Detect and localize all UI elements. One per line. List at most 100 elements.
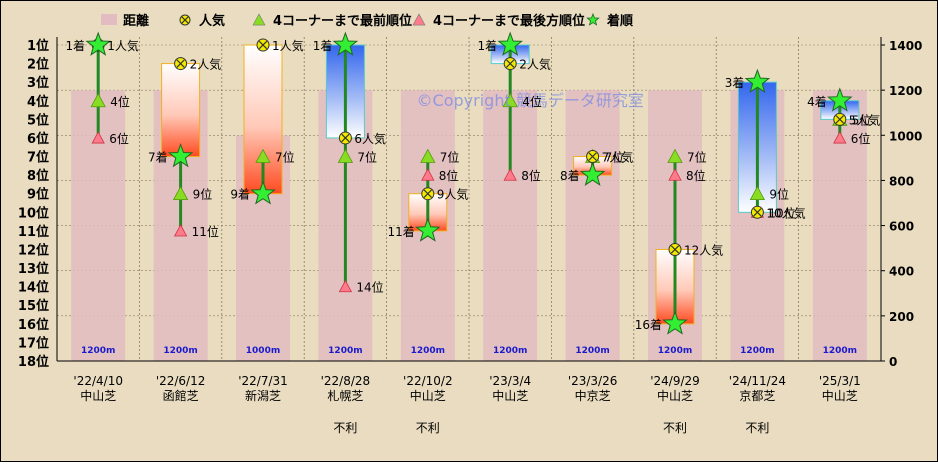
rear-label: 8位 [521, 168, 541, 183]
left-tick-label: 6位 [27, 131, 49, 147]
front-marker [172, 185, 189, 201]
left-tick-label: 5位 [27, 112, 49, 128]
finish-label: 3着 [725, 75, 745, 90]
left-tick-label: 16位 [18, 317, 49, 333]
popularity-label: 2人気 [519, 57, 551, 72]
rear-marker [668, 168, 682, 181]
front-label: 4位 [110, 94, 130, 109]
right-tick-label: 1200 [889, 84, 922, 98]
front-marker [337, 148, 354, 163]
popularity-marker [174, 57, 188, 71]
front-label: 7位 [687, 150, 707, 165]
finish-label: 4着 [807, 94, 827, 109]
popularity-marker [256, 38, 270, 52]
rear-label: 8位 [439, 168, 459, 183]
finish-label: 9着 [230, 187, 250, 202]
finish-marker [167, 143, 194, 168]
right-tick-label: 600 [889, 220, 914, 234]
x-course-label: 中京芝 [575, 388, 611, 403]
left-tick-label: 10位 [18, 205, 49, 221]
rear-label: 11位 [192, 224, 219, 239]
left-tick-label: 15位 [18, 298, 49, 314]
right-tick-label: 1000 [889, 129, 922, 143]
legend-label-finish: 着順 [606, 13, 634, 29]
front-marker [90, 92, 106, 108]
rear-label: 8位 [686, 168, 706, 183]
x-date-label: '24/9/29 [650, 374, 700, 388]
popularity-marker [503, 57, 517, 71]
popularity-marker [338, 131, 352, 145]
finish-marker [579, 161, 606, 186]
legend-label-distance: 距離 [123, 13, 149, 29]
finish-label: 7着 [148, 150, 168, 165]
front-label: 5位 [852, 112, 872, 127]
finish-marker [662, 310, 688, 335]
front-label: 7位 [440, 150, 460, 165]
right-tick-label: 1400 [889, 39, 922, 53]
x-course-label: 函館芝 [163, 388, 199, 403]
distance-label: 1200m [411, 346, 445, 356]
x-note-label: 不利 [333, 421, 357, 435]
finish-marker [250, 180, 276, 205]
x-course-label: 札幌芝 [327, 388, 363, 403]
distance-label: 1200m [575, 346, 609, 356]
left-tick-label: 4位 [27, 94, 49, 110]
distance-label: 1200m [740, 346, 774, 356]
x-date-label: '22/4/10 [73, 374, 123, 388]
distance-label: 1200m [823, 346, 857, 356]
front-marker [667, 148, 683, 163]
popularity-label: 1人気 [107, 38, 139, 53]
finish-marker [497, 31, 523, 56]
front-marker [502, 92, 518, 108]
left-tick-label: 13位 [18, 261, 49, 277]
popularity-label: 7人気 [602, 150, 634, 165]
finish-label: 11着 [388, 224, 415, 239]
front-marker [420, 148, 436, 163]
left-tick-label: 11位 [18, 224, 49, 240]
legend-swatch-distance [101, 14, 117, 25]
popularity-label: 5人気 [849, 112, 881, 127]
x-course-label: 新潟芝 [245, 388, 281, 403]
watermark: ©Copyright 競馬データ研究室 [417, 91, 644, 110]
front-label: 7位 [357, 150, 377, 165]
left-tick-label: 7位 [27, 150, 49, 166]
distance-label: 1200m [658, 346, 692, 356]
finish-label: 1着 [313, 38, 333, 53]
finish-label: 1着 [66, 38, 86, 53]
popularity-marker [833, 112, 847, 126]
right-tick-label: 800 [889, 174, 914, 188]
rear-marker [421, 168, 435, 181]
distance-label: 1200m [328, 346, 362, 356]
x-course-label: 中山芝 [80, 388, 116, 403]
x-date-label: '24/11/24 [729, 374, 786, 388]
front-label: 4位 [522, 94, 542, 109]
front-label: 9位 [769, 187, 789, 202]
popularity-marker [750, 205, 764, 219]
right-tick-label: 200 [889, 310, 914, 324]
x-course-label: 中山芝 [822, 388, 858, 403]
x-course-label: 京都芝 [739, 388, 775, 403]
left-tick-label: 9位 [27, 187, 49, 203]
x-note-label: 不利 [663, 421, 687, 435]
legend-label-front: 4コーナーまで最前順位 [273, 13, 412, 29]
front-label: 9位 [193, 187, 213, 202]
popularity-label: 2人気 [190, 57, 222, 72]
distance-bar [565, 90, 620, 362]
popularity-label: 6人気 [354, 131, 386, 146]
left-tick-label: 14位 [18, 280, 49, 296]
distance-label: 1200m [493, 346, 527, 356]
x-note-label: 不利 [416, 421, 440, 435]
rear-marker [833, 131, 847, 144]
x-date-label: '22/6/12 [156, 374, 206, 388]
popularity-marker [586, 150, 600, 164]
popularity-marker [421, 187, 435, 201]
left-tick-label: 17位 [18, 335, 49, 351]
left-tick-label: 3位 [27, 75, 49, 91]
left-tick-label: 8位 [27, 168, 49, 184]
left-tick-label: 2位 [27, 57, 49, 73]
left-tick-label: 18位 [18, 354, 49, 370]
rear-label: 6位 [851, 131, 871, 146]
right-tick-label: 400 [889, 265, 914, 279]
